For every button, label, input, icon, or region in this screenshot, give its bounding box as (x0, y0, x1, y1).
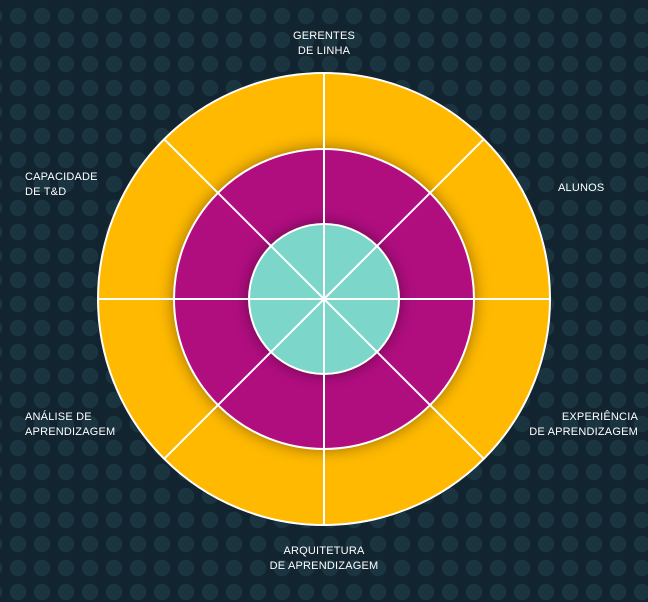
label-gerentes-line-1: GERENTES (292, 30, 356, 42)
label-arquitetura-line-1: ARQUITETURA (283, 545, 365, 557)
label-gerentes-line-2: DE LINHA (297, 45, 351, 57)
label-arquitetura-de-aprendizagem: ARQUITETURA DE APRENDIZAGEM (254, 544, 394, 574)
label-experiencia-de-aprendizagem: EXPERIÊNCIA DE APRENDIZAGEM (529, 410, 638, 440)
label-capacidade-line-1: CAPACIDADE (25, 171, 98, 183)
label-capacidade-line-2: DE T&D (25, 186, 67, 198)
divider-line-sw (163, 298, 325, 460)
label-experiencia-line-1: EXPERIÊNCIA (561, 411, 638, 423)
divider-line-nw (163, 138, 325, 300)
label-alunos-line-1: ALUNOS (558, 182, 605, 194)
label-alunos: ALUNOS (558, 181, 604, 196)
segment-dividers (98, 73, 550, 525)
divider-line-ne (323, 138, 485, 300)
label-gerentes-de-linha: GERENTES DE LINHA (274, 29, 374, 59)
label-capacidade-de-td: CAPACIDADE DE T&D (25, 170, 98, 200)
divider-line-se (323, 298, 485, 460)
label-analise-line-1: ANÁLISE DE (25, 411, 92, 423)
label-experiencia-line-2: DE APRENDIZAGEM (529, 426, 638, 438)
middle-ring-border (173, 148, 475, 450)
outer-ring-border (97, 72, 551, 526)
label-analise-de-aprendizagem: ANÁLISE DE APRENDIZAGEM (25, 410, 115, 440)
core-border (248, 223, 400, 375)
label-analise-line-2: APRENDIZAGEM (25, 426, 116, 438)
label-arquitetura-line-2: DE APRENDIZAGEM (269, 560, 379, 572)
